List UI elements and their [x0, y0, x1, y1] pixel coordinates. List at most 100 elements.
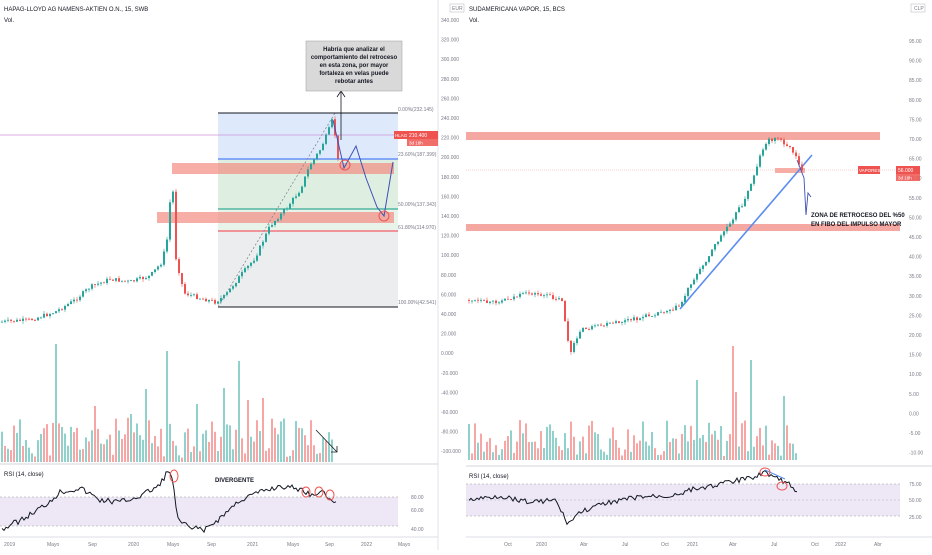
eur-axis-tick: 140.000: [441, 214, 459, 220]
right-volume-bar: [795, 453, 797, 460]
right-candle: [720, 235, 722, 242]
right-volume-bar: [495, 445, 497, 460]
right-volume-bar: [522, 433, 524, 460]
price-tag-countdown: 3d 18h: [409, 141, 423, 146]
clp-axis-ticks: 95.0090.0085.0080.0075.0070.0065.0060.00…: [909, 39, 923, 457]
right-candle: [525, 292, 527, 294]
left-volume-bar: [1, 431, 3, 462]
right-candle: [639, 318, 641, 321]
left-candle: [106, 278, 108, 283]
right-candle: [645, 314, 647, 318]
left-volume-bar: [310, 420, 312, 462]
right-volume-bar: [549, 424, 551, 460]
right-x-tick: 2020: [536, 542, 547, 548]
right-candle: [579, 331, 581, 339]
right-candle: [501, 300, 503, 303]
right-volume-bar: [678, 453, 680, 460]
left-volume-bar: [274, 427, 276, 462]
right-candle: [708, 256, 710, 262]
left-volume-bar: [178, 455, 180, 462]
right-volume-bar: [474, 423, 476, 460]
left-candle: [28, 318, 30, 320]
left-candle: [58, 309, 60, 312]
right-volume-bar: [573, 436, 575, 460]
left-candle: [43, 313, 45, 318]
right-volume-bar: [567, 448, 569, 460]
left-volume-bar: [253, 441, 255, 462]
left-volume-bar: [286, 456, 288, 462]
left-volume-bar: [58, 423, 60, 462]
left-candle: [190, 294, 192, 296]
left-volume-bar: [118, 430, 120, 462]
right-candle: [474, 299, 476, 301]
right-volume-bar: [561, 450, 563, 460]
left-volume-bar: [247, 400, 249, 462]
clp-axis-tick: 50.00: [909, 215, 922, 221]
right-candle: [606, 322, 608, 326]
left-candle: [271, 225, 273, 227]
left-candle: [124, 280, 126, 282]
right-candle: [483, 300, 485, 301]
left-candle: [253, 260, 255, 263]
clp-axis-tick: 70.00: [909, 137, 922, 143]
right-x-tick: Oct: [504, 542, 512, 548]
right-rsi-label: RSI (14, close): [469, 474, 509, 480]
right-volume-bar: [675, 438, 677, 460]
right-chart-panel[interactable]: SUDAMERICANA VAPOR, 15, BCS Vol. EUR CLP…: [441, 3, 932, 548]
annotation-text-line: fortaleza en velas puede: [319, 71, 389, 77]
volume-down-arrow-head: [331, 446, 338, 453]
left-x-tick: Mayo: [398, 542, 410, 548]
left-candle: [319, 150, 321, 154]
right-annotation-line-1: ZONA DE RETROCESO DEL %50: [811, 213, 905, 219]
right-volume-bar: [705, 441, 707, 460]
left-volume-bar: [292, 450, 294, 462]
left-candle: [262, 241, 264, 246]
right-candle: [573, 343, 575, 352]
left-candle: [241, 272, 243, 277]
left-x-tick: Mayo: [47, 542, 59, 548]
right-candle: [531, 293, 533, 295]
right-volume-bar: [570, 421, 572, 460]
left-volume-bar: [271, 418, 273, 462]
eur-axis-tick: 340.000: [441, 18, 459, 24]
left-candle: [46, 313, 48, 317]
left-rsi-tick-60: 60.00: [411, 508, 424, 514]
clp-axis-tick: 95.00: [909, 39, 922, 45]
right-annotation-line-2: EN FIBO DEL IMPULSO MAYOR: [811, 222, 902, 228]
right-candle: [711, 249, 713, 257]
left-chart-panel[interactable]: 0.00%(232.145) 23.60%(187.399) 50.00%(13…: [0, 7, 438, 548]
fib-label-0: 0.00%(232.145): [398, 107, 434, 113]
eur-axis-tick: 260.000: [441, 96, 459, 102]
left-candle: [151, 271, 153, 276]
left-volume-bar: [202, 433, 204, 462]
left-volume-bar: [157, 446, 159, 462]
right-candle: [630, 319, 632, 321]
left-x-tick: Sep: [207, 542, 216, 548]
left-volume-bar: [151, 443, 153, 462]
right-volume-bar: [543, 448, 545, 460]
right-candle: [588, 329, 590, 330]
clp-axis-tick: 90.00: [909, 59, 922, 65]
right-volume-bar: [612, 427, 614, 460]
left-volume-bar: [103, 444, 105, 462]
left-candle: [16, 319, 18, 322]
left-volume-bar: [76, 427, 78, 462]
left-candle: [295, 196, 297, 198]
right-candle: [657, 312, 659, 316]
right-candle: [801, 164, 803, 171]
right-candle: [561, 298, 563, 302]
right-volume-bar: [729, 434, 731, 460]
right-volume-bar: [477, 442, 479, 460]
clp-label-box: [910, 3, 926, 13]
right-price-tag-value: 56.000: [898, 168, 914, 174]
left-volume-bar: [313, 445, 315, 462]
left-candle: [202, 298, 204, 300]
right-candle: [738, 207, 740, 213]
left-candle: [196, 294, 198, 300]
left-volume-bar: [220, 436, 222, 462]
left-volume-bar: [100, 443, 102, 462]
right-candle: [516, 296, 518, 298]
eur-axis-tick: 320.000: [441, 38, 459, 44]
right-rsi-line: [468, 469, 798, 526]
left-rsi-tick-40: 40.00: [411, 527, 424, 533]
